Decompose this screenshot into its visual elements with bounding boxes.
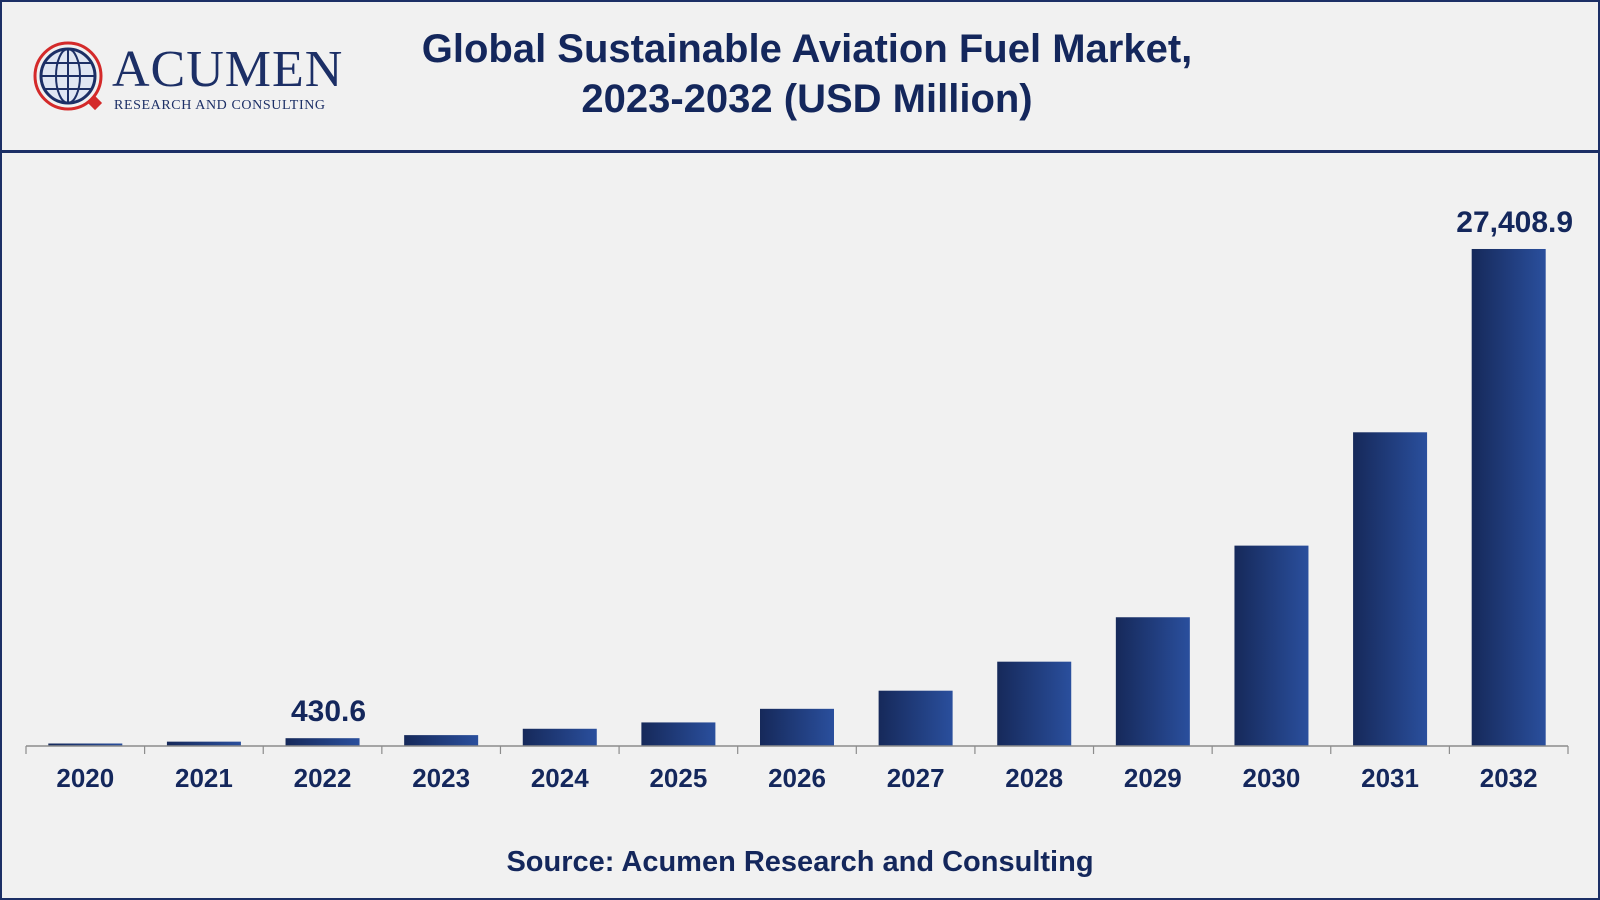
x-tick-label-2022: 2022: [294, 763, 352, 793]
x-tick-label-2024: 2024: [531, 763, 589, 793]
bars-group: [48, 248, 1546, 746]
logo-wordmark: ACUMEN: [112, 41, 344, 98]
header-divider: [2, 150, 1598, 153]
bar-2030: [1234, 545, 1309, 746]
x-tick-label-2029: 2029: [1124, 763, 1182, 793]
x-tick-label-2030: 2030: [1243, 763, 1301, 793]
bar-2027: [878, 690, 953, 746]
x-tick-labels: 2020 2021 2022 2023 2024 2025 2026 2027 2028 2029…: [56, 763, 1537, 793]
data-label-2032: 27,408.9: [1456, 206, 1573, 239]
x-tick-label-2032: 2032: [1480, 763, 1538, 793]
x-axis: [25, 745, 1569, 754]
chart-title-line-2: 2023-2032 (USD Million): [581, 77, 1033, 121]
bar-2032: [1471, 248, 1546, 746]
x-tick-label-2028: 2028: [1005, 763, 1063, 793]
bar-2022: [285, 738, 360, 746]
bar-2025: [641, 722, 716, 746]
bar-2021: [166, 741, 241, 746]
data-label-2022: 430.6: [291, 695, 366, 728]
globe-icon: [33, 41, 103, 111]
source-note: Source: Acumen Research and Consulting: [506, 846, 1094, 878]
logo-tagline: RESEARCH AND CONSULTING: [114, 98, 326, 113]
bar-2028: [997, 661, 1072, 746]
x-tick-label-2020: 2020: [56, 763, 114, 793]
bar-2020: [48, 743, 123, 746]
chart-title: Global Sustainable Aviation Fuel Market,…: [362, 24, 1252, 124]
bar-2024: [522, 728, 597, 746]
x-tick-label-2026: 2026: [768, 763, 826, 793]
bar-2026: [760, 708, 834, 746]
data-labels: 430.6 27,408.9: [291, 206, 1573, 728]
x-tick-label-2027: 2027: [887, 763, 945, 793]
bar-2031: [1353, 432, 1428, 746]
x-tick-label-2025: 2025: [649, 763, 707, 793]
header: ACUMEN RESEARCH AND CONSULTING Global Su…: [2, 2, 1598, 152]
x-tick-label-2023: 2023: [412, 763, 470, 793]
company-logo: ACUMEN RESEARCH AND CONSULTING: [32, 38, 362, 118]
bar-2023: [404, 735, 479, 746]
bar-2029: [1115, 617, 1190, 746]
x-tick-label-2021: 2021: [175, 763, 233, 793]
x-tick-label-2031: 2031: [1361, 763, 1419, 793]
chart-title-line-1: Global Sustainable Aviation Fuel Market,: [421, 27, 1193, 71]
